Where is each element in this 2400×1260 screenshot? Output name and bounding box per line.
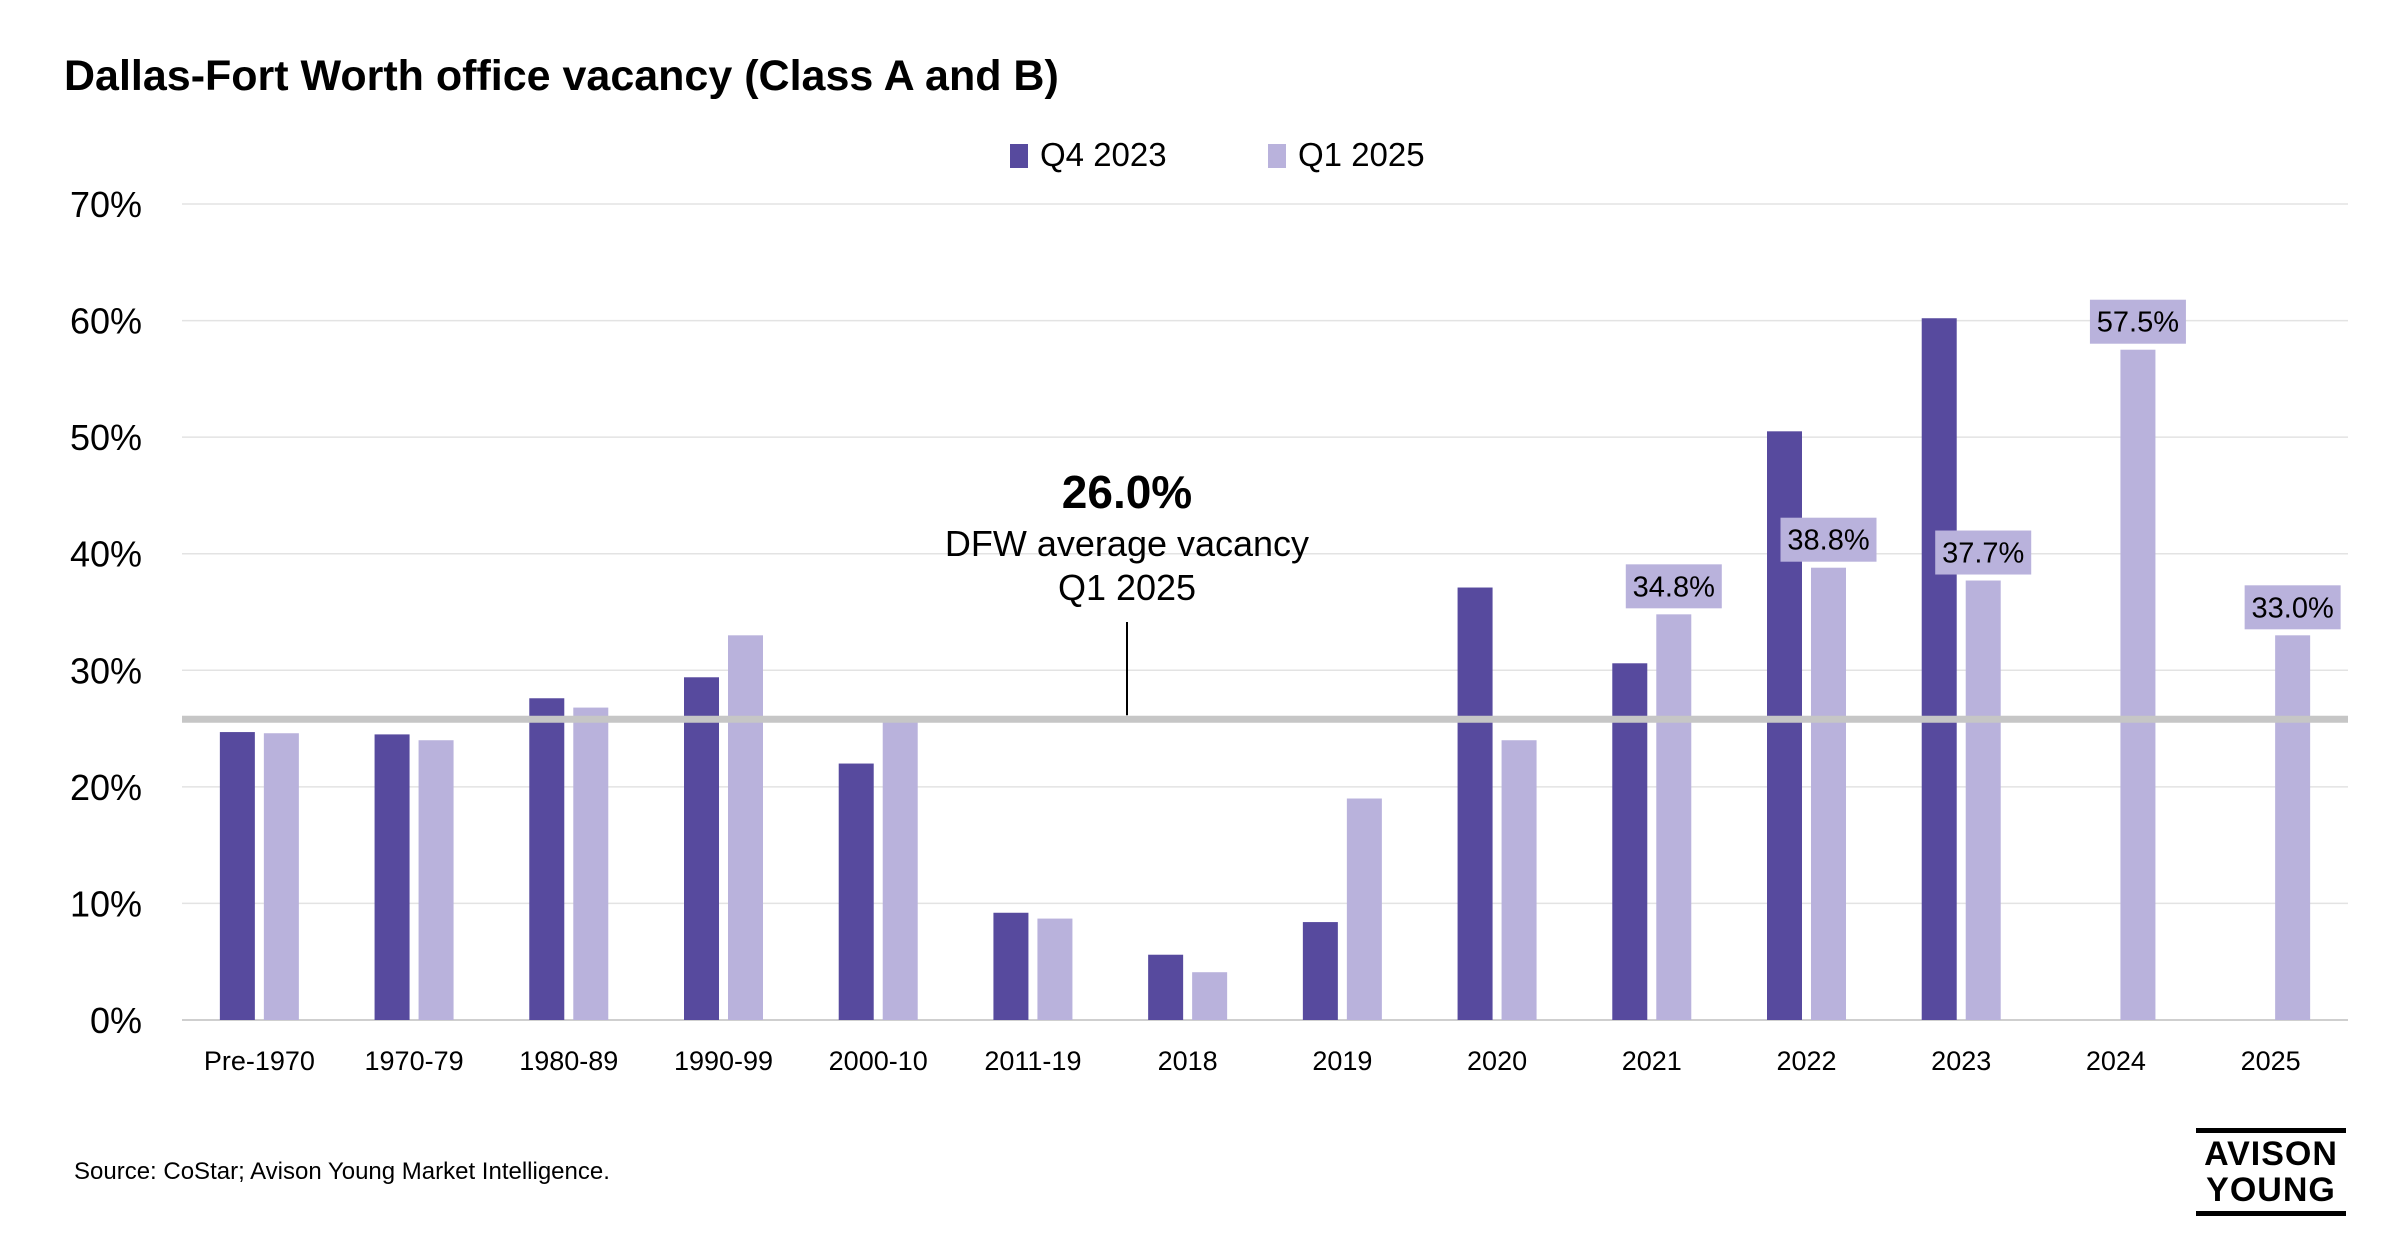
data-label-2025: 33.0% bbox=[2252, 592, 2334, 624]
bar-q4-2023-2011-19 bbox=[993, 912, 1029, 1020]
data-label-2024: 57.5% bbox=[2097, 307, 2179, 339]
bar-q4-2023-2018 bbox=[1148, 954, 1184, 1020]
bar-q1-2025-1970-79 bbox=[418, 740, 454, 1020]
x-tick-label-pre-1970: Pre-1970 bbox=[204, 1046, 315, 1076]
y-tick-label: 40% bbox=[70, 534, 142, 575]
chart-title: Dallas-Fort Worth office vacancy (Class … bbox=[64, 52, 1059, 100]
x-tick-label-2022: 2022 bbox=[1776, 1046, 1836, 1076]
data-label-box-2024 bbox=[2089, 299, 2186, 344]
bar-q4-2023-1990-99 bbox=[684, 677, 719, 1020]
data-labels: 34.8% 38.8% 37.7% 57.5% 33.0% bbox=[1625, 299, 2341, 630]
bar-q1-2025-2022 bbox=[1811, 567, 1846, 1020]
bar-q4-2023-2020 bbox=[1457, 587, 1493, 1020]
bar-q1-2025-1980-89 bbox=[573, 707, 609, 1020]
bar-q4-2023-pre-1970 bbox=[219, 732, 255, 1020]
y-tick-label: 30% bbox=[70, 650, 142, 691]
bar-q1-2025-2020 bbox=[1501, 740, 1537, 1020]
bar-q4-2023-1980-89 bbox=[529, 698, 565, 1020]
bar-q1-2025-2000-10 bbox=[882, 719, 918, 1020]
y-tick-label: 70% bbox=[70, 184, 142, 225]
reference-label-line-1: DFW average vacancy bbox=[945, 523, 1309, 564]
data-label-box-2022 bbox=[1780, 517, 1877, 562]
data-label-box-2025 bbox=[2244, 585, 2341, 630]
y-tick-label: 50% bbox=[70, 417, 142, 458]
bar-q1-2025-2025 bbox=[2275, 635, 2311, 1020]
bar-q4-2023-2019 bbox=[1302, 922, 1338, 1020]
bar-q4-2023-2023 bbox=[1921, 318, 1957, 1020]
x-tick-label-1970-79: 1970-79 bbox=[365, 1046, 464, 1076]
x-tick-label-2023: 2023 bbox=[1931, 1046, 1991, 1076]
x-tick-label-2020: 2020 bbox=[1467, 1046, 1527, 1076]
y-tick-label: 10% bbox=[70, 883, 142, 924]
x-tick-label-2024: 2024 bbox=[2086, 1046, 2146, 1076]
avison-young-logo: AVISON YOUNG bbox=[2196, 1128, 2346, 1216]
data-label-2022: 38.8% bbox=[1787, 525, 1869, 557]
x-tick-label-2021: 2021 bbox=[1622, 1046, 1682, 1076]
bar-q1-2025-2019 bbox=[1346, 798, 1382, 1020]
bar-q1-2025-2023 bbox=[1965, 580, 2001, 1020]
bar-q1-2025-1990-99 bbox=[728, 635, 763, 1020]
y-tick-label: 60% bbox=[70, 301, 142, 342]
reference-value-label: 26.0% bbox=[1062, 466, 1192, 518]
x-axis-ticks: Pre-1970 1970-79 1980-89 1990-99 2000-10 2011… bbox=[204, 1046, 2301, 1076]
data-label-2023: 37.7% bbox=[1942, 538, 2024, 570]
x-tick-label-1980-89: 1980-89 bbox=[519, 1046, 618, 1076]
data-label-2021: 34.8% bbox=[1633, 571, 1715, 603]
bar-q4-2023-2000-10 bbox=[838, 763, 874, 1020]
y-tick-label: 0% bbox=[90, 1000, 142, 1041]
legend-swatch-q4-2023 bbox=[1010, 144, 1028, 168]
bar-q1-2025-2024 bbox=[2120, 349, 2156, 1020]
y-tick-label: 20% bbox=[70, 767, 142, 808]
logo-line-2: YOUNG bbox=[2206, 1171, 2336, 1209]
logo-line-1: AVISON bbox=[2204, 1135, 2338, 1173]
bar-q4-2023-1970-79 bbox=[374, 734, 410, 1020]
legend-swatch-q1-2025 bbox=[1268, 144, 1286, 168]
bar-q1-2025-2011-19 bbox=[1037, 918, 1073, 1020]
reference-line-group: 26.0% DFW average vacancy Q1 2025 bbox=[182, 466, 2348, 723]
bar-q1-2025-2021 bbox=[1656, 614, 1692, 1020]
source-note: Source: CoStar; Avison Young Market Inte… bbox=[74, 1158, 610, 1185]
x-tick-label-2000-10: 2000-10 bbox=[829, 1046, 928, 1076]
data-label-box-2021 bbox=[1625, 564, 1722, 609]
data-label-box-2023 bbox=[1935, 530, 2032, 575]
x-tick-label-2018: 2018 bbox=[1158, 1046, 1218, 1076]
x-tick-label-2011-19: 2011-19 bbox=[984, 1046, 1081, 1076]
bars bbox=[219, 318, 2311, 1020]
reference-label-line-2: Q1 2025 bbox=[1058, 567, 1196, 608]
x-tick-label-2025: 2025 bbox=[2241, 1046, 2301, 1076]
x-tick-label-1990-99: 1990-99 bbox=[674, 1046, 773, 1076]
x-tick-label-2019: 2019 bbox=[1312, 1046, 1372, 1076]
gridlines bbox=[182, 203, 2348, 1021]
legend: Q4 2023 Q1 2025 bbox=[1010, 136, 1425, 173]
y-axis-ticks: 0% 10% 20% 30% 40% 50% 60% 70% bbox=[70, 184, 142, 1041]
legend-label-q1-2025: Q1 2025 bbox=[1298, 136, 1425, 173]
bar-q1-2025-2018 bbox=[1192, 972, 1228, 1020]
bar-q1-2025-pre-1970 bbox=[263, 733, 299, 1020]
legend-label-q4-2023: Q4 2023 bbox=[1040, 136, 1167, 173]
